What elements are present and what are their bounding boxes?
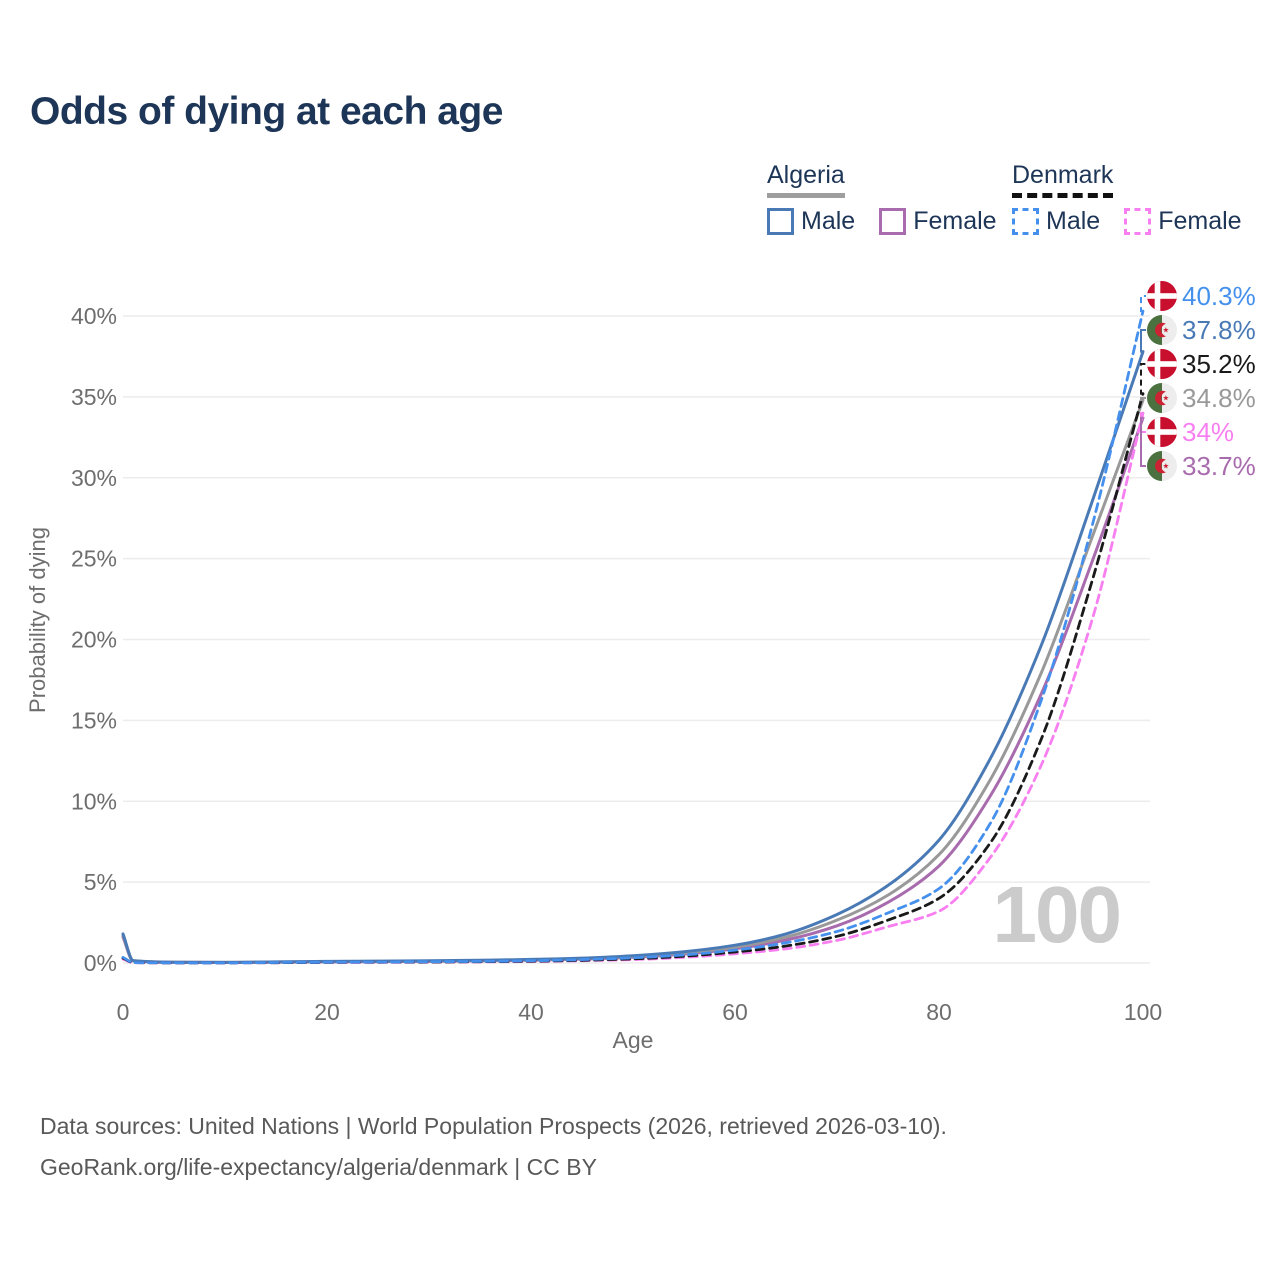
legend-group-algeria: Algeria Male Female bbox=[767, 161, 997, 236]
y-tick-label: 35% bbox=[71, 384, 117, 410]
algeria-flag-icon bbox=[1147, 315, 1177, 345]
algeria-male-swatch-icon bbox=[767, 208, 794, 235]
data-sources-text: Data sources: United Nations | World Pop… bbox=[40, 1113, 947, 1139]
denmark-flag-icon bbox=[1147, 417, 1177, 447]
end-connector bbox=[1140, 397, 1146, 402]
series-line-denmark-male[interactable] bbox=[121, 309, 1145, 965]
series-line-denmark-both-sexes[interactable] bbox=[121, 392, 1145, 965]
end-connector bbox=[1140, 363, 1146, 395]
algeria-flag-icon bbox=[1147, 451, 1177, 481]
legend-label: Female bbox=[1158, 207, 1242, 235]
legend-item-algeria-male[interactable]: Male bbox=[767, 207, 855, 236]
end-connector bbox=[1140, 329, 1146, 353]
legend-country-denmark[interactable]: Denmark bbox=[1012, 161, 1114, 198]
legend-group-denmark: Denmark Male Female bbox=[1012, 161, 1242, 236]
y-tick-label: 30% bbox=[71, 465, 117, 491]
denmark-female-swatch-icon bbox=[1124, 208, 1152, 235]
legend-item-denmark-female[interactable]: Female bbox=[1124, 207, 1242, 236]
algeria-flag-icon bbox=[1147, 383, 1177, 413]
hover-age-watermark: 100 bbox=[993, 870, 1120, 959]
end-value-label-denmark-both-sexes: 35.2% bbox=[1182, 349, 1256, 379]
denmark-male-swatch-icon bbox=[1012, 208, 1039, 235]
end-value-label-denmark-male: 40.3% bbox=[1182, 281, 1256, 311]
legend-label: Male bbox=[1046, 207, 1101, 235]
y-axis-title: Probability of dying bbox=[25, 527, 50, 713]
y-tick-label: 20% bbox=[71, 627, 117, 653]
page-title: Odds of dying at each age bbox=[30, 90, 503, 133]
legend-item-algeria-female[interactable]: Female bbox=[879, 207, 997, 236]
denmark-flag-icon bbox=[1147, 349, 1177, 379]
x-tick-label: 60 bbox=[722, 999, 748, 1025]
y-tick-label: 15% bbox=[71, 707, 117, 733]
attribution-text: GeoRank.org/life-expectancy/algeria/denm… bbox=[40, 1154, 597, 1180]
x-tick-label: 100 bbox=[1124, 999, 1162, 1025]
footer: Data sources: United Nations | World Pop… bbox=[40, 1106, 947, 1188]
end-connector bbox=[1140, 295, 1146, 313]
y-tick-label: 5% bbox=[84, 869, 117, 895]
y-tick-label: 0% bbox=[84, 950, 117, 976]
algeria-female-swatch-icon bbox=[879, 208, 907, 235]
legend-label: Female bbox=[913, 207, 997, 235]
end-connector bbox=[1140, 416, 1146, 467]
x-tick-label: 80 bbox=[926, 999, 952, 1025]
y-tick-label: 25% bbox=[71, 546, 117, 572]
x-axis-title: Age bbox=[613, 1027, 654, 1053]
end-value-label-algeria-male: 37.8% bbox=[1182, 315, 1256, 345]
legend-label: Male bbox=[801, 207, 856, 235]
x-tick-label: 20 bbox=[314, 999, 340, 1025]
end-value-label-denmark-female: 34% bbox=[1182, 417, 1234, 447]
series-line-algeria-female[interactable] bbox=[121, 416, 1145, 964]
legend-country-algeria[interactable]: Algeria bbox=[767, 161, 845, 198]
y-tick-label: 40% bbox=[71, 303, 117, 329]
series-line-algeria-both-sexes[interactable] bbox=[121, 398, 1145, 964]
legend-item-denmark-male[interactable]: Male bbox=[1012, 207, 1100, 236]
x-tick-label: 40 bbox=[518, 999, 544, 1025]
x-tick-label: 0 bbox=[117, 999, 130, 1025]
series-line-denmark-female[interactable] bbox=[121, 411, 1145, 965]
end-value-label-algeria-female: 33.7% bbox=[1182, 451, 1256, 481]
denmark-flag-icon bbox=[1147, 281, 1177, 311]
series-line-algeria-male[interactable] bbox=[121, 350, 1145, 964]
end-value-label-algeria-both-sexes: 34.8% bbox=[1182, 383, 1256, 413]
y-tick-label: 10% bbox=[71, 788, 117, 814]
